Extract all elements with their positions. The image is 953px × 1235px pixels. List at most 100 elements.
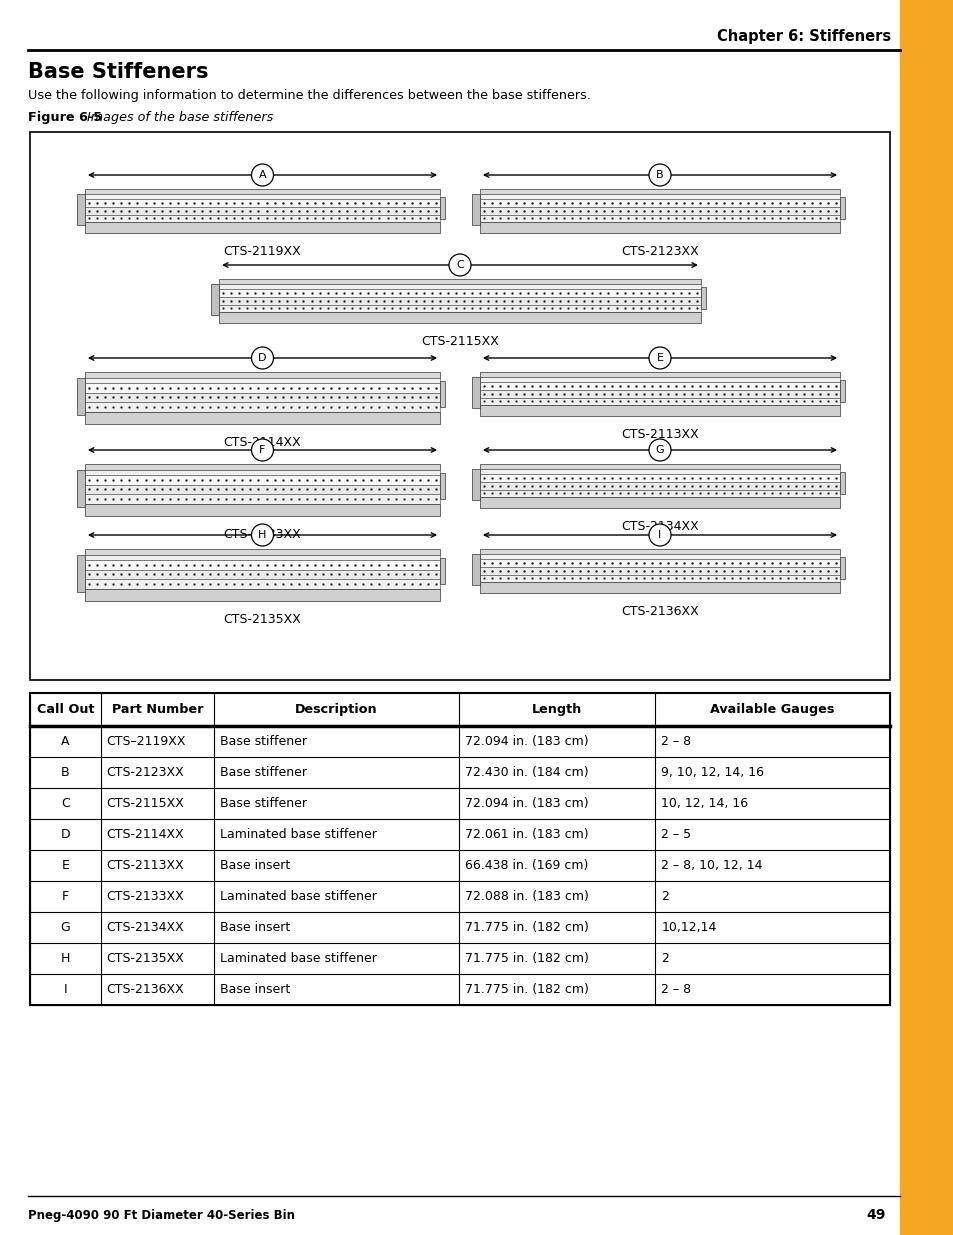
Text: B: B [656,170,663,180]
Bar [472,469,479,500]
Circle shape [648,438,670,461]
Bar [77,556,85,592]
Bar [479,489,840,498]
Bar [439,382,444,408]
Text: F: F [62,890,69,903]
Circle shape [648,347,670,369]
Bar [30,132,889,680]
Text: D: D [258,353,267,363]
Bar [85,464,439,471]
Text: 2 – 8, 10, 12, 14: 2 – 8, 10, 12, 14 [660,860,761,872]
Text: D: D [60,827,70,841]
Text: 2 – 8: 2 – 8 [660,735,691,748]
Circle shape [252,438,274,461]
Text: Figure 6-5: Figure 6-5 [28,110,102,124]
Bar [85,199,439,206]
Bar [85,383,439,393]
Bar [479,398,840,405]
Text: Call Out: Call Out [36,703,94,716]
Bar [85,194,439,199]
Bar [439,558,444,584]
Bar [219,305,700,312]
Text: CTS-2134XX: CTS-2134XX [620,520,699,534]
Text: 2: 2 [660,952,668,965]
Bar [479,389,840,398]
Text: Use the following information to determine the differences between the base stif: Use the following information to determi… [28,89,590,103]
Bar [479,574,840,583]
Text: 72.094 in. (183 cm): 72.094 in. (183 cm) [465,797,588,810]
Bar [77,471,85,506]
Text: Base stiffener: Base stiffener [220,766,307,779]
Bar [85,206,439,215]
Bar [85,471,439,475]
Text: I: I [658,530,661,540]
Bar [479,583,840,593]
Bar [85,411,439,424]
Text: Laminated base stiffener: Laminated base stiffener [220,890,376,903]
Bar [85,589,439,601]
Bar [439,473,444,499]
Text: G: G [655,445,663,454]
Bar [472,377,479,408]
Bar [479,215,840,222]
Text: 71.775 in. (182 cm): 71.775 in. (182 cm) [465,921,588,934]
Bar [840,557,844,579]
Bar [219,296,700,305]
Text: Images of the base stiffeners: Images of the base stiffeners [83,110,273,124]
Bar [479,474,840,482]
Text: Base stiffener: Base stiffener [220,735,307,748]
Bar [479,405,840,416]
Bar [77,378,85,415]
Bar [479,558,840,567]
Bar [479,222,840,233]
Bar [85,222,439,233]
Text: CTS-2114XX: CTS-2114XX [107,827,184,841]
Circle shape [252,164,274,186]
Bar [479,469,840,474]
Bar [85,569,439,579]
Text: A: A [61,735,70,748]
Bar [85,550,439,556]
Bar [479,194,840,199]
Bar [85,561,439,569]
Text: Base stiffener: Base stiffener [220,797,307,810]
Text: H: H [60,952,70,965]
Text: CTS-2123XX: CTS-2123XX [620,245,699,258]
Text: Pneg-4090 90 Ft Diameter 40-Series Bin: Pneg-4090 90 Ft Diameter 40-Series Bin [28,1209,294,1221]
Bar [479,382,840,389]
Bar [85,556,439,561]
Circle shape [648,524,670,546]
Text: CTS-2136XX: CTS-2136XX [107,983,184,995]
Bar [479,189,840,194]
Text: C: C [456,261,463,270]
Bar [479,464,840,469]
Text: 2 – 8: 2 – 8 [660,983,691,995]
Bar [479,206,840,215]
Bar [479,372,840,377]
Text: 10, 12, 14, 16: 10, 12, 14, 16 [660,797,747,810]
Text: 66.438 in. (169 cm): 66.438 in. (169 cm) [465,860,588,872]
Text: CTS-2135XX: CTS-2135XX [223,613,301,626]
Bar [85,504,439,516]
Bar [840,472,844,494]
Text: Laminated base stiffener: Laminated base stiffener [220,827,376,841]
Bar [219,279,700,284]
Bar [479,567,840,574]
Bar [479,482,840,489]
Text: 72.430 in. (184 cm): 72.430 in. (184 cm) [465,766,588,779]
Bar [840,380,844,401]
Text: CTS-2133XX: CTS-2133XX [223,529,301,541]
Text: 71.775 in. (182 cm): 71.775 in. (182 cm) [465,952,588,965]
Bar [211,284,219,315]
Text: CTS-2133XX: CTS-2133XX [107,890,184,903]
Text: H: H [258,530,267,540]
Text: I: I [64,983,67,995]
Bar [85,494,439,504]
Text: Description: Description [295,703,377,716]
Bar [85,485,439,494]
Bar [77,194,85,225]
Bar [85,378,439,383]
Text: Length: Length [532,703,581,716]
Bar [479,550,840,555]
Bar [85,403,439,411]
